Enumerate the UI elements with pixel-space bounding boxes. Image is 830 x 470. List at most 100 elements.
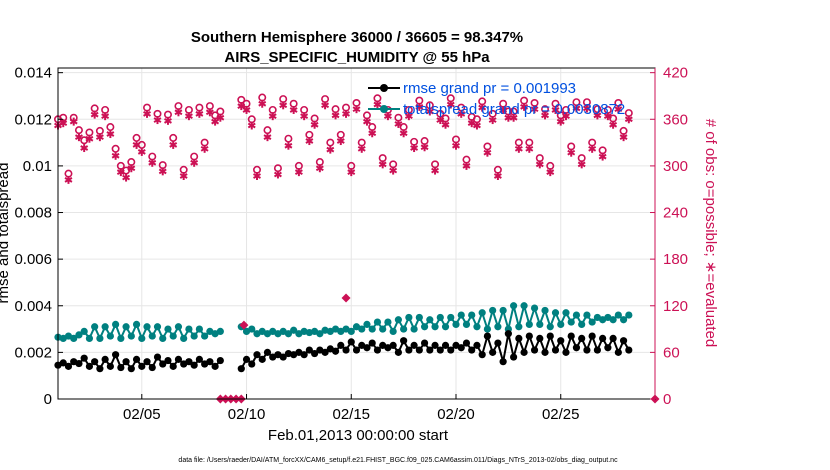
y-tick-right-label: 240	[663, 205, 688, 222]
obs-evaluated-stroke	[132, 142, 141, 148]
obs-evaluated-point	[310, 120, 319, 129]
obs-evaluated-stroke	[179, 173, 188, 179]
obs-evaluated-stroke	[184, 113, 193, 120]
rmse-point	[59, 359, 67, 367]
obs-evaluated-point	[127, 164, 136, 173]
spread-point	[174, 323, 183, 331]
y-tick-left-label: 0.008	[14, 205, 52, 222]
rmse-point	[562, 348, 570, 356]
obs-evaluated-point	[300, 112, 309, 121]
y-tick-left-label: 0	[44, 391, 52, 408]
obs-evaluated-stroke	[446, 101, 455, 108]
obs-evaluated-point	[326, 145, 335, 154]
rmse-point	[122, 358, 130, 366]
obs-evaluated-stroke	[268, 113, 277, 120]
rmse-point	[462, 339, 471, 347]
spread-point	[520, 302, 528, 310]
obs-possible-point	[326, 138, 335, 147]
rmse-point	[206, 358, 214, 366]
rmse-point	[174, 355, 183, 363]
x-tick-label: 02/15	[332, 406, 370, 423]
obs-evaluated-stroke	[347, 169, 356, 175]
y-axis-left-label: rmse and totalspread	[0, 163, 12, 304]
obs-evaluated-point	[546, 168, 555, 177]
rmse-point	[138, 362, 146, 370]
obs-evaluated-stroke	[363, 118, 371, 125]
spread-point	[588, 318, 596, 326]
spread-point	[153, 323, 162, 331]
spread-point	[70, 334, 78, 342]
obs-evaluated-point	[514, 144, 523, 153]
rmse-point	[352, 346, 361, 354]
obs-evaluated-point	[305, 137, 314, 146]
obs-evaluated-point	[378, 160, 387, 169]
obs-evaluated-point	[373, 100, 382, 109]
spread-point	[169, 332, 177, 340]
obs-evaluated-point	[530, 105, 539, 114]
y-tick-left-label: 0.01	[23, 158, 52, 175]
rmse-point	[279, 353, 287, 361]
rmse-point	[415, 346, 423, 354]
spread-point	[562, 309, 570, 317]
obs-evaluated-stroke	[95, 134, 104, 141]
obs-evaluated-point	[294, 168, 303, 177]
spread-point	[96, 334, 104, 342]
obs-evaluated-point	[357, 144, 366, 153]
rmse-point	[609, 334, 617, 342]
rmse-point	[153, 353, 162, 361]
obs-evaluated-point	[331, 111, 340, 120]
rmse-point	[468, 346, 476, 354]
obs-evaluated-point	[90, 110, 99, 119]
rmse-point	[300, 351, 308, 359]
obs-evaluated-point	[59, 119, 68, 128]
obs-evaluated-stroke	[321, 102, 330, 109]
obs-evaluated-stroke	[289, 107, 298, 113]
spread-point	[551, 309, 560, 317]
rmse-point	[127, 365, 135, 373]
rmse-point	[195, 355, 203, 363]
obs-evaluated-stroke	[404, 113, 413, 120]
spread-point	[426, 316, 434, 324]
spread-point	[478, 309, 486, 317]
obs-evaluated-point	[132, 140, 141, 149]
title-line1: Southern Hemisphere 36000 / 36605 = 98.3…	[191, 29, 523, 46]
spread-point	[75, 331, 83, 339]
spread-point	[132, 320, 141, 329]
spread-point	[625, 311, 633, 319]
spread-point	[583, 311, 591, 319]
rmse-point	[530, 346, 539, 354]
obs-evaluated-stroke	[368, 130, 377, 137]
y-tick-left-label: 0.002	[14, 344, 52, 361]
obs-evaluated-point	[279, 101, 288, 110]
obs-evaluated-stroke	[378, 161, 387, 168]
obs-evaluated-stroke	[158, 168, 167, 175]
obs-possible-point	[263, 126, 272, 135]
rmse-point	[504, 330, 512, 338]
obs-evaluated-stroke	[624, 116, 633, 123]
obs-evaluated-point	[520, 102, 529, 111]
obs-evaluated-point	[69, 117, 78, 126]
obs-evaluated-stroke	[420, 144, 429, 151]
obs-evaluated-stroke	[111, 152, 120, 159]
spread-point	[530, 304, 539, 312]
rmse-point	[112, 351, 120, 359]
obs-evaluated-stroke	[300, 113, 309, 120]
obs-evaluated-point	[541, 111, 549, 120]
spread-point	[468, 311, 476, 319]
spread-point	[389, 327, 397, 336]
obs-evaluated-stroke	[253, 173, 261, 179]
obs-evaluated-point	[399, 129, 408, 138]
spread-point	[201, 332, 209, 340]
obs-evaluated-point	[483, 148, 492, 157]
rmse-point	[148, 363, 156, 372]
rmse-point	[572, 344, 581, 352]
rmse-point	[478, 351, 486, 359]
obs-evaluated-stroke	[394, 121, 403, 127]
spread-point	[101, 323, 109, 331]
rmse-point	[185, 358, 193, 366]
obs-evaluated-point	[80, 144, 89, 153]
obs-evaluated-stroke	[525, 145, 534, 152]
obs-evaluated-stroke	[493, 173, 502, 179]
obs-evaluated-stroke	[190, 159, 199, 166]
obs-evaluated-point	[247, 121, 256, 130]
